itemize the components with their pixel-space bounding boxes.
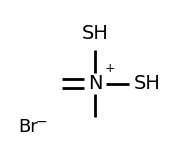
Text: +: + bbox=[105, 62, 115, 75]
Text: Br: Br bbox=[19, 118, 38, 136]
Text: SH: SH bbox=[82, 24, 109, 43]
Text: N: N bbox=[88, 74, 103, 93]
Text: SH: SH bbox=[134, 74, 161, 93]
Text: −: − bbox=[35, 115, 47, 129]
